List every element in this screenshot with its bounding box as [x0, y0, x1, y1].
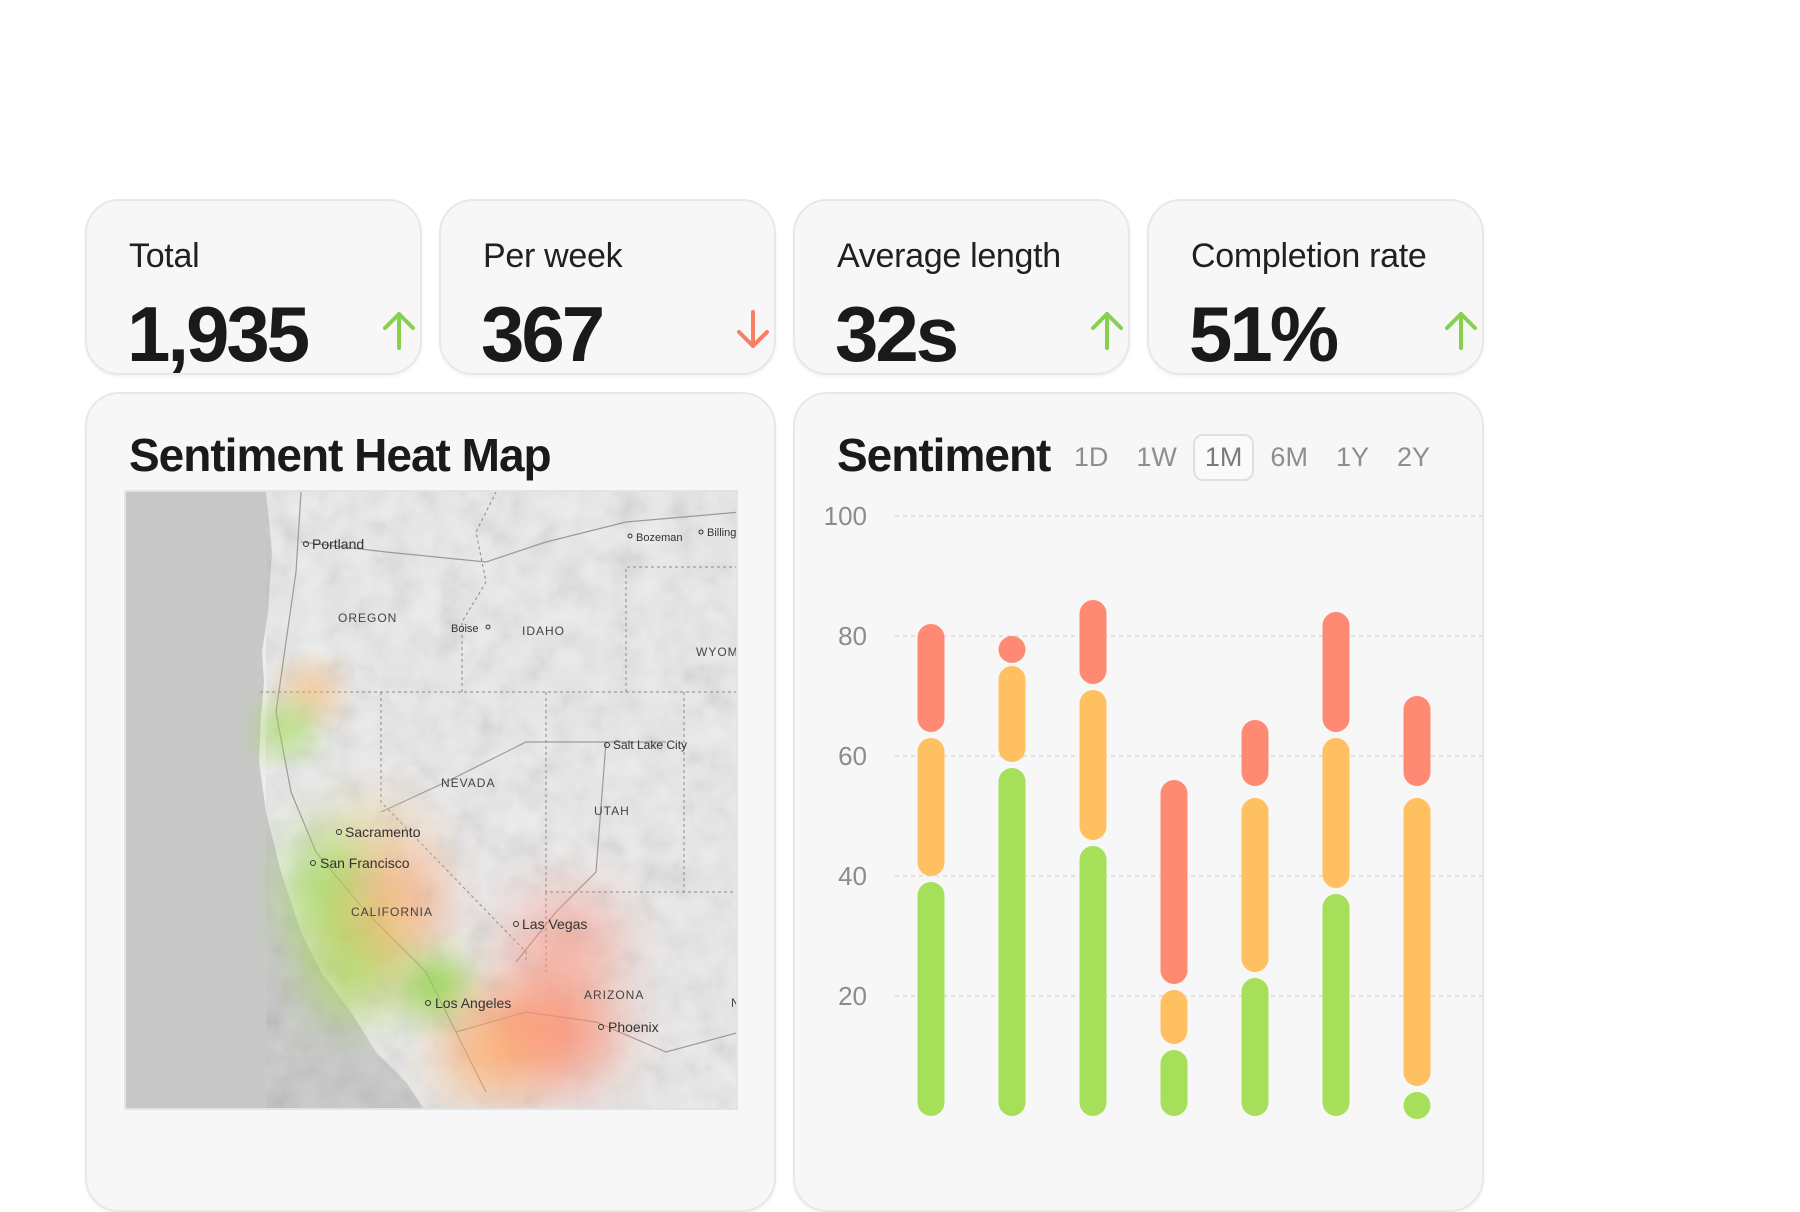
- stat-card-total: Total 1,935: [85, 199, 422, 378]
- range-6m-button[interactable]: 6M: [1270, 442, 1308, 472]
- region-label: NEVADA: [441, 776, 495, 790]
- bar-segment-neutral[interactable]: [1160, 990, 1188, 1044]
- bar-segment-positive[interactable]: [1403, 1092, 1431, 1119]
- city-label: Billings: [707, 527, 738, 539]
- heatmap-card: Sentiment Heat Map: [85, 392, 776, 1212]
- region-label: WYOMI: [696, 645, 738, 659]
- city-label: Portland: [312, 536, 364, 552]
- heat-layer: [262, 672, 621, 1092]
- stat-value: 32s: [835, 290, 959, 378]
- region-label: ARIZONA: [584, 988, 644, 1002]
- city-label: Las Vegas: [522, 916, 587, 932]
- y-tick-label: 80: [838, 621, 867, 651]
- bar-segment-neutral[interactable]: [917, 738, 945, 876]
- bar-segment-neutral[interactable]: [1079, 690, 1107, 840]
- arrow-down-icon: [737, 310, 769, 348]
- city-label: Phoenix: [608, 1019, 659, 1035]
- bar-segment-neutral[interactable]: [1322, 738, 1350, 888]
- arrow-up-icon: [1445, 312, 1477, 350]
- y-tick-label: 20: [838, 981, 867, 1011]
- bar-segment-negative[interactable]: [1403, 696, 1431, 786]
- stat-label: Average length: [837, 237, 1061, 275]
- bar-segment-positive[interactable]: [998, 768, 1026, 1116]
- arrow-up-icon: [1091, 312, 1123, 350]
- region-labels: OREGON IDAHO WYOMI NEVADA UTAH CALIFORNI…: [338, 611, 738, 1010]
- bar-segment-negative[interactable]: [1322, 612, 1350, 732]
- bar-segment-positive[interactable]: [1160, 1050, 1188, 1116]
- map-canvas: Portland Boise Bozeman Billings Salt Lak…: [126, 492, 738, 1108]
- city-label: Los Angeles: [435, 995, 511, 1011]
- region-label: UTAH: [594, 804, 630, 818]
- stat-label: Per week: [483, 237, 623, 275]
- stat-label: Completion rate: [1191, 237, 1427, 275]
- bar-segment-positive[interactable]: [1241, 978, 1269, 1116]
- map-labels: Portland Boise Bozeman Billings Salt Lak…: [303, 527, 738, 1035]
- stat-value: 51%: [1189, 290, 1339, 378]
- range-1y-button[interactable]: 1Y: [1335, 442, 1369, 472]
- stat-card-per-week: Per week 367: [439, 199, 776, 378]
- bar-segment-negative[interactable]: [998, 636, 1026, 663]
- bar-segment-neutral[interactable]: [998, 666, 1026, 762]
- bar-segment-negative[interactable]: [1079, 600, 1107, 684]
- bar-segment-neutral[interactable]: [1241, 798, 1269, 972]
- sentiment-card: Sentiment 1D 1W 1M 6M 1Y 2Y 20 40 60 80 100: [793, 392, 1484, 1212]
- city-label: San Francisco: [320, 855, 410, 871]
- bar-segment-neutral[interactable]: [1403, 798, 1431, 1086]
- stat-card-average-length: Average length 32s: [793, 199, 1130, 378]
- sentiment-title: Sentiment: [837, 429, 1051, 481]
- stat-value: 367: [481, 290, 605, 378]
- sentiment-chart: 20 40 60 80 100: [824, 501, 1482, 1119]
- bar-segment-positive[interactable]: [1079, 846, 1107, 1116]
- arrow-up-icon: [383, 312, 415, 350]
- city-label: Salt Lake City: [613, 738, 687, 752]
- bar-segment-negative[interactable]: [917, 624, 945, 732]
- region-label: OREGON: [338, 611, 397, 625]
- region-label: IDAHO: [522, 624, 565, 638]
- range-1d-button[interactable]: 1D: [1073, 442, 1109, 472]
- bar-segment-negative[interactable]: [1160, 780, 1188, 984]
- range-1w-button[interactable]: 1W: [1136, 442, 1177, 472]
- sentiment-map[interactable]: Portland Boise Bozeman Billings Salt Lak…: [124, 490, 738, 1110]
- stat-card-completion-rate: Completion rate 51%: [1147, 199, 1484, 378]
- bar-segment-positive[interactable]: [1322, 894, 1350, 1116]
- city-label: Sacramento: [345, 824, 421, 840]
- range-2y-button[interactable]: 2Y: [1396, 442, 1430, 472]
- time-range-selector: 1D 1W 1M 6M 1Y 2Y: [1062, 434, 1442, 481]
- city-label: Bozeman: [636, 532, 682, 544]
- y-tick-label: 40: [838, 861, 867, 891]
- y-tick-label: 100: [824, 501, 867, 531]
- city-label: Boise: [451, 623, 479, 635]
- heatmap-title: Sentiment Heat Map: [129, 429, 552, 481]
- bar-segment-positive[interactable]: [917, 882, 945, 1116]
- region-label: CALIFORNIA: [351, 905, 433, 919]
- y-tick-label: 60: [838, 741, 867, 771]
- region-label: N: [731, 996, 738, 1010]
- stat-label: Total: [129, 237, 200, 275]
- range-1m-button[interactable]: 1M: [1192, 434, 1255, 481]
- stat-value: 1,935: [127, 290, 310, 378]
- bar-segment-negative[interactable]: [1241, 720, 1269, 786]
